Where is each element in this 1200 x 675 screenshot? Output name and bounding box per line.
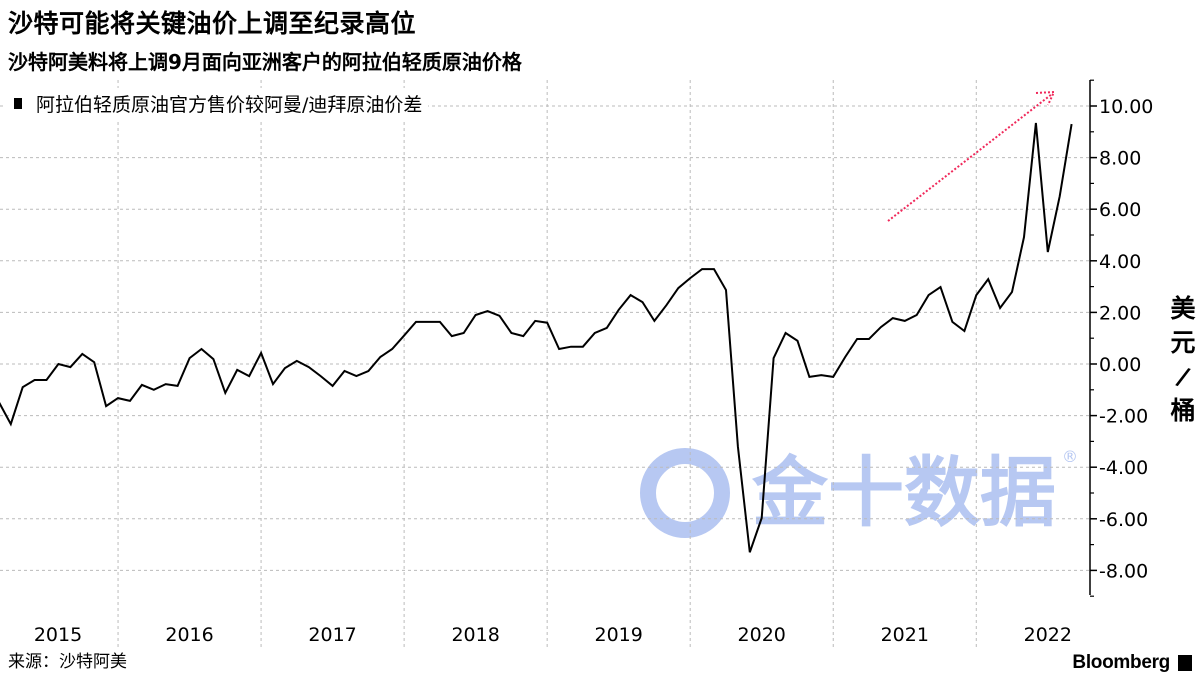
series-group [0,122,1073,553]
annotation-arrow-shaft [887,93,1053,222]
series-line [0,122,1073,553]
watermark-registered-mark: ® [1062,447,1078,466]
annotation-arrow-head [1035,90,1056,106]
y-tick-label: 8.00 [1099,148,1141,170]
legend: 阿拉伯轻质原油官方售价较阿曼/迪拜原油价差 [4,88,429,119]
y-tick-label: 4.00 [1099,251,1141,273]
x-tick-label: 2021 [881,624,929,646]
y-axis-title-char: 桶 [1170,396,1196,425]
chart-subtitle: 沙特阿美料将上调9月面向亚洲客户的阿拉伯轻质原油价格 [8,50,522,74]
source-note: 来源：沙特阿美 [8,652,127,672]
x-tick-label: 2020 [738,624,786,646]
y-tick-label: 0.00 [1099,354,1141,376]
bloomberg-mark-icon [1178,655,1192,671]
y-tick-label: -6.00 [1099,509,1148,531]
x-tick-label: 2019 [595,624,643,646]
y-tick-label: -4.00 [1099,457,1148,479]
y-axis-title-text: 美元 / 桶 [1168,292,1198,428]
annotation-arrow [887,90,1056,222]
chart-title: 沙特可能将关键油价上调至纪录高位 [8,9,417,38]
y-axis-title-char: 美 [1170,294,1196,323]
y-tick-label: 10.00 [1099,96,1153,118]
y-axis: -8.00 -6.00 -4.00 -2.00 0.00 2.00 4.00 6.00 8.00… [1089,79,1153,597]
grid-lines [0,80,1090,650]
x-axis-labels: 2015 2016 2017 2018 2019 2020 2021 2022 [34,624,1072,646]
x-tick-label: 2015 [34,624,82,646]
x-tick-label: 2016 [165,624,213,646]
x-tick-label: 2018 [451,624,499,646]
x-tick-label: 2017 [308,624,356,646]
legend-swatch [14,98,22,109]
y-axis-title-char: 元 [1170,328,1196,357]
x-tick-label: 2022 [1024,624,1072,646]
y-tick-label: -8.00 [1099,560,1148,582]
y-tick-label: -2.00 [1099,406,1148,428]
bloomberg-logo: Bloomberg [1072,652,1170,673]
y-axis-title-char: / [1173,361,1193,392]
legend-label: 阿拉伯轻质原油官方售价较阿曼/迪拜原油价差 [36,94,423,116]
y-tick-label: 6.00 [1099,199,1141,221]
y-tick-label: 2.00 [1099,302,1141,324]
watermark-text: 金十数据 [752,448,1056,537]
y-axis-title: 美元 / 桶 [1168,292,1198,428]
